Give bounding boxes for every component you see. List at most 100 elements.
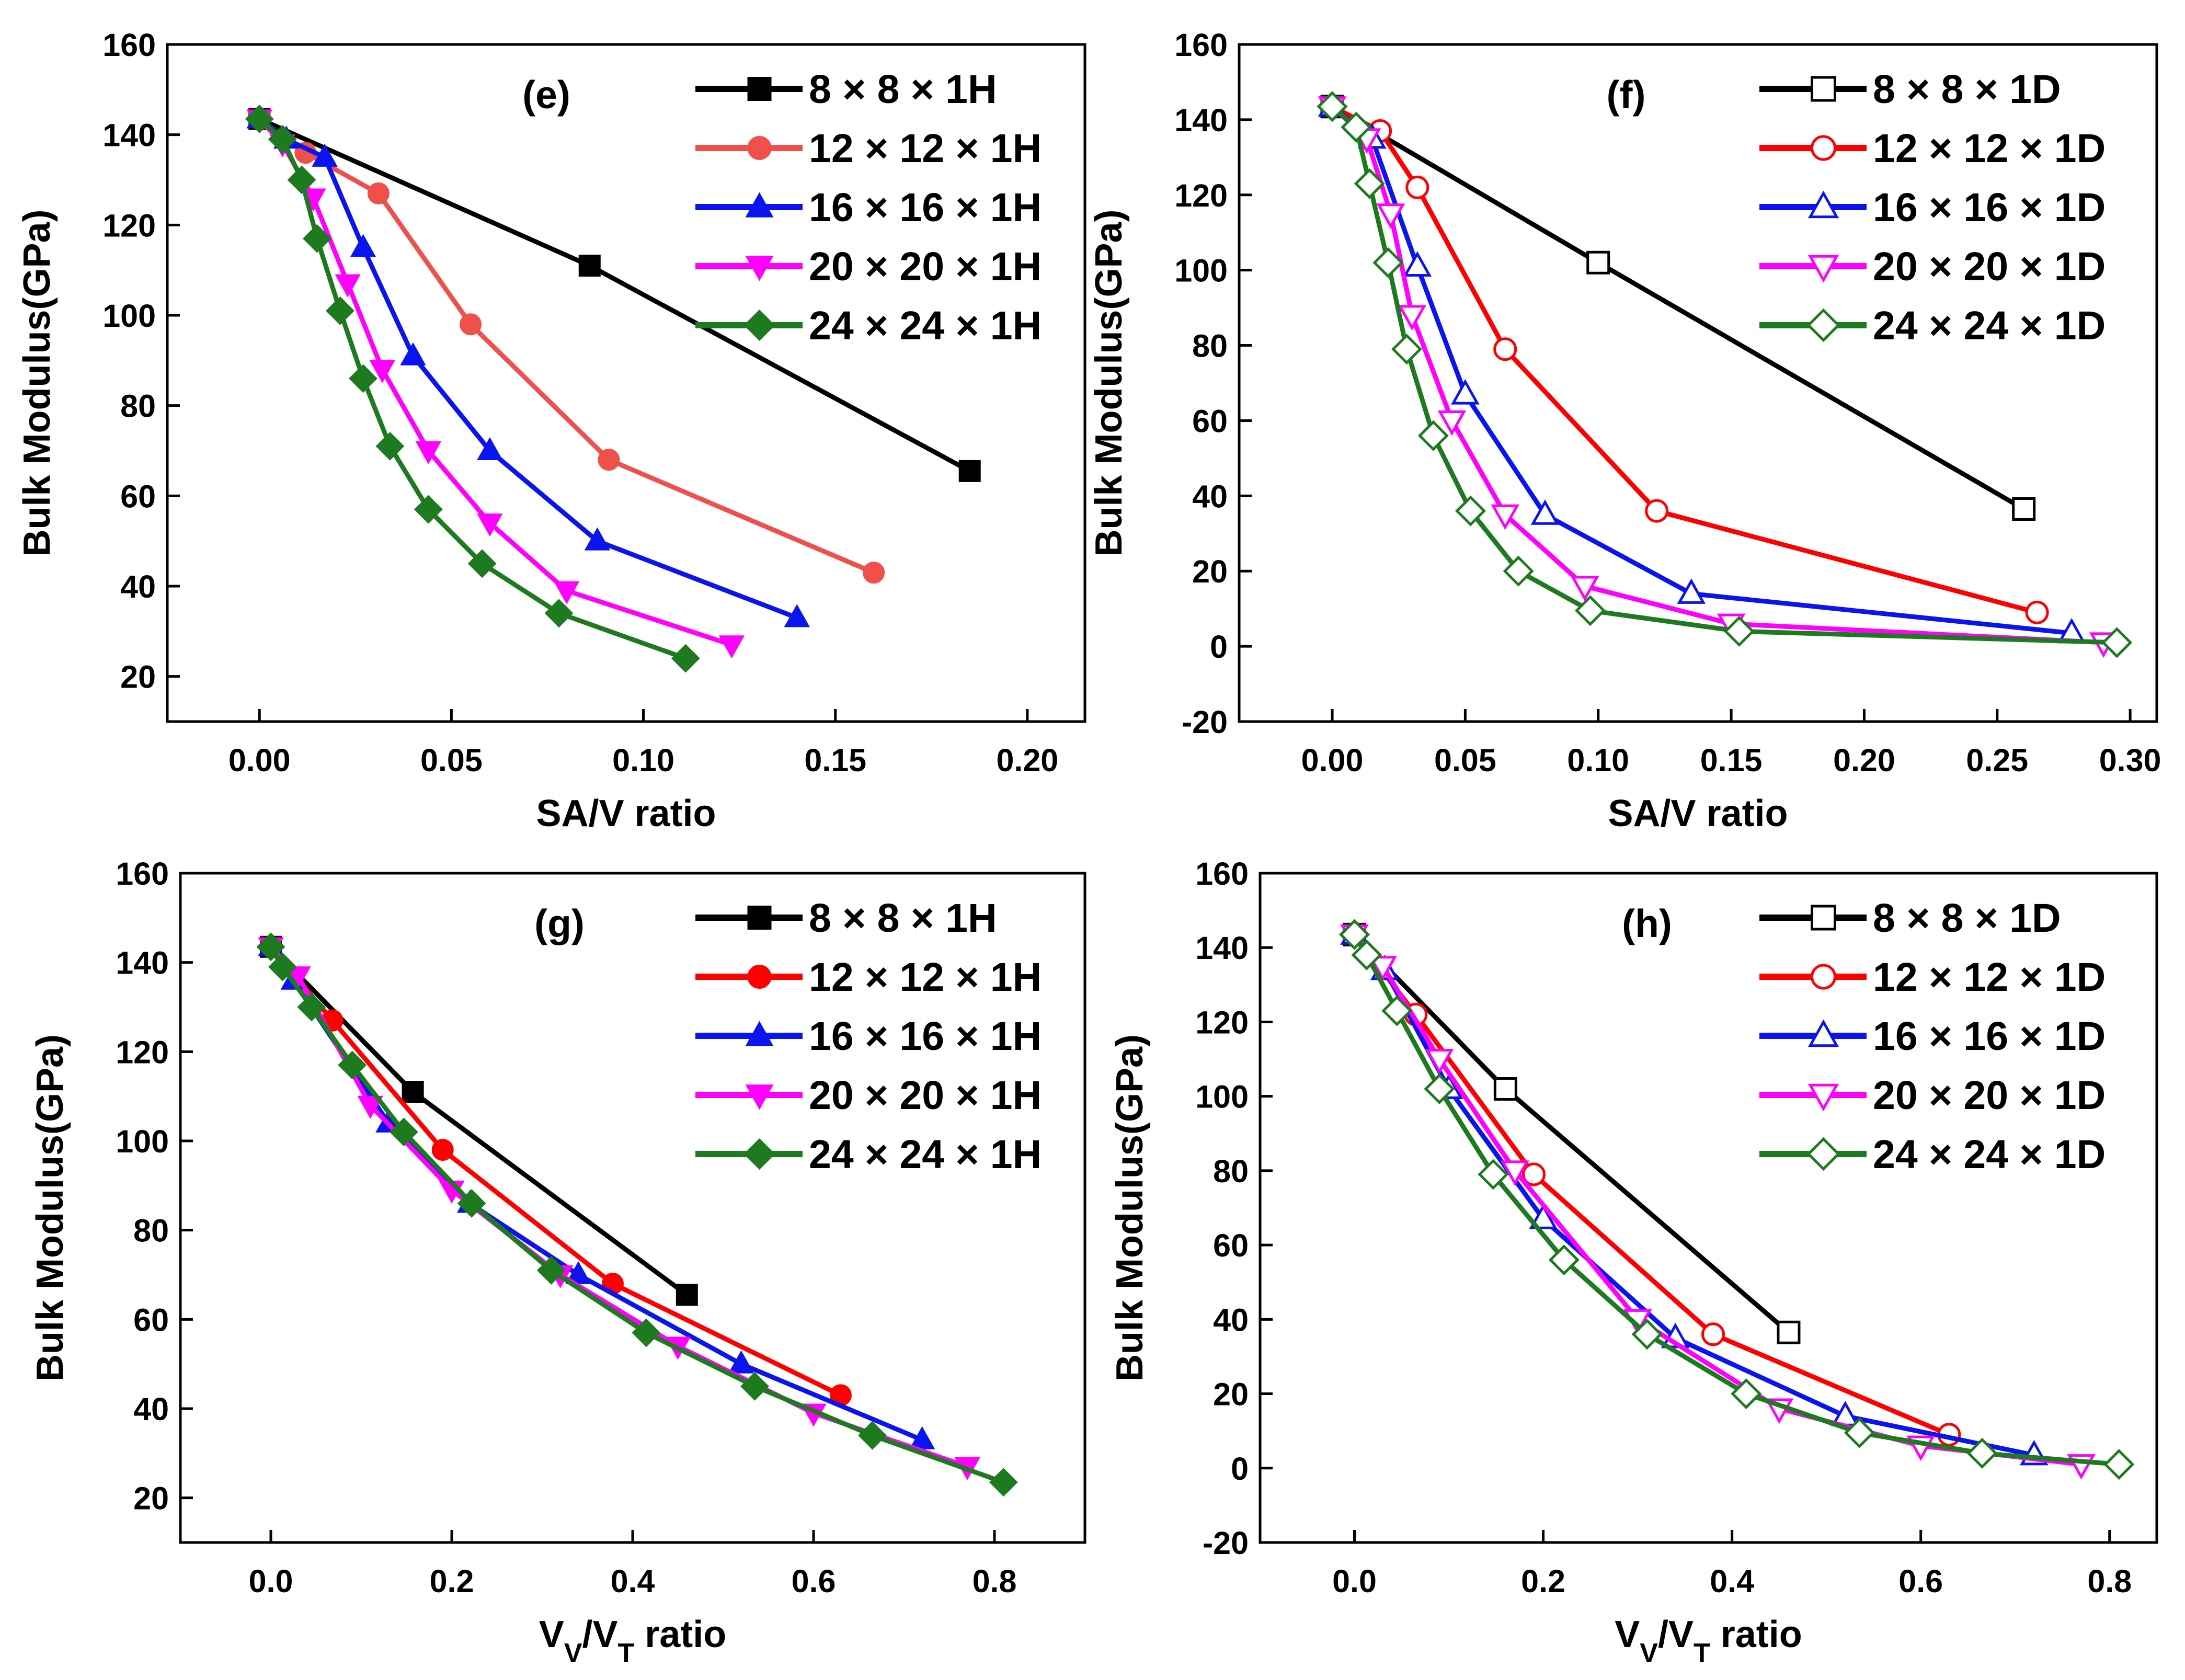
data-point: [2103, 1449, 2135, 1480]
y-tick-label: -20: [1203, 1525, 1249, 1561]
data-point: [740, 1372, 769, 1401]
data-point: [1723, 615, 1755, 647]
x-axis-title: SA/V ratio: [536, 793, 716, 835]
chart-panel-3: 0.0 0.2 0.4 0.6 0.8 -20 0 20 40 60 80 100 120 140 160 V…: [1109, 856, 2158, 1668]
data-point: [1501, 1160, 1529, 1186]
y-tick-label: 160: [102, 27, 156, 63]
legend-entry: 24 × 24 × 1D: [1759, 303, 2106, 348]
legend-label: 24 × 24 × 1H: [809, 303, 1042, 348]
data-point: [863, 562, 885, 584]
data-point: [1844, 1417, 1875, 1448]
data-point: [1493, 1077, 1517, 1101]
y-tick-label: 140: [102, 118, 156, 153]
legend-entry: 12 × 12 × 1H: [695, 126, 1042, 171]
data-point: [2012, 497, 2036, 521]
legend-marker: [747, 136, 772, 160]
data-point: [1368, 956, 1397, 981]
data-point: [1966, 1437, 1998, 1469]
legend-entry: 8 × 8 × 1H: [695, 67, 997, 112]
legend-label: 24 × 24 × 1D: [1873, 303, 2106, 348]
data-point: [676, 1284, 698, 1306]
data-point: [1586, 250, 1610, 275]
data-point: [1425, 1049, 1454, 1075]
legend-marker: [745, 192, 774, 218]
data-point: [989, 1468, 1018, 1497]
legend-entry: 16 × 16 × 1H: [695, 1014, 1042, 1059]
data-point: [1631, 1319, 1663, 1350]
y-tick-label: 20: [133, 1481, 169, 1516]
y-tick-label: 60: [1213, 1228, 1249, 1263]
series-4: [256, 932, 1018, 1497]
legend-marker: [1808, 1083, 1839, 1112]
legend-label: 20 × 20 × 1D: [1873, 244, 2106, 289]
data-point: [369, 360, 395, 383]
data-point: [1424, 1073, 1455, 1104]
x-tick-label: 0.4: [611, 1563, 655, 1599]
y-tick-label: 160: [1195, 856, 1249, 892]
y-tick-label: 20: [120, 659, 156, 695]
series-4: [245, 105, 700, 673]
legend-marker: [1811, 76, 1836, 102]
data-point: [414, 495, 443, 524]
data-point: [256, 932, 285, 962]
legend-entry: 20 × 20 × 1D: [1759, 244, 2106, 289]
data-point: [858, 1421, 887, 1450]
data-point: [335, 274, 361, 298]
data-point: [1339, 919, 1370, 950]
y-tick-label: 160: [1174, 27, 1228, 63]
x-tick-label: 0.05: [420, 742, 483, 778]
legend-entry: 12 × 12 × 1D: [1759, 955, 2106, 1000]
y-tick-label: 120: [1174, 178, 1228, 213]
data-point: [338, 1050, 367, 1080]
data-point: [312, 143, 338, 167]
y-axis-title: Bulk Modulus(GPa): [29, 1034, 71, 1381]
legend-entry: 12 × 12 × 1D: [1759, 126, 2106, 171]
chart-panel-2: 0.0 0.2 0.4 0.6 0.8 20 40 60 80 100 120 140 160 VV/VT…: [29, 856, 1086, 1668]
y-tick-label: 80: [1213, 1153, 1249, 1189]
legend-marker: [745, 256, 774, 281]
data-point: [400, 342, 426, 365]
plot-frame: [1238, 43, 2158, 723]
y-tick-label: 60: [120, 478, 156, 514]
series-4: [1339, 919, 2135, 1480]
x-tick-label: 0.0: [1332, 1563, 1377, 1599]
data-point: [1503, 555, 1534, 587]
legend-label: 8 × 8 × 1H: [809, 67, 997, 112]
data-point: [632, 1318, 661, 1347]
legend-label: 12 × 12 × 1H: [809, 955, 1042, 1000]
legend-marker: [1811, 135, 1836, 161]
data-point: [536, 1256, 566, 1285]
legend-entry: 8 × 8 × 1D: [1759, 67, 2061, 112]
legend-entry: 16 × 16 × 1D: [1759, 1014, 2106, 1059]
data-point: [302, 224, 331, 253]
x-tick-label: 0.0: [249, 1563, 293, 1599]
data-point: [477, 513, 503, 537]
data-point: [245, 105, 274, 133]
data-point: [598, 449, 620, 471]
x-axis-title: SA/V ratio: [1608, 793, 1788, 835]
y-tick-label: 80: [120, 388, 156, 424]
legend-entry: 16 × 16 × 1H: [695, 185, 1042, 230]
legend-entry: 20 × 20 × 1H: [695, 244, 1042, 289]
y-tick-label: 100: [1174, 253, 1228, 289]
y-axis-title: Bulk Modulus(GPa): [1109, 1034, 1151, 1381]
data-point: [402, 1081, 424, 1103]
y-tick-label: 140: [1174, 102, 1228, 138]
y-tick-label: 80: [1192, 328, 1228, 364]
x-tick-label: 0.20: [1833, 742, 1895, 778]
data-point: [1372, 247, 1404, 278]
y-tick-label: 80: [133, 1213, 169, 1249]
x-tick-label: 0.25: [1966, 742, 2028, 778]
y-tick-label: 0: [1210, 629, 1228, 665]
data-point: [297, 992, 326, 1022]
data-point: [671, 644, 700, 673]
legend-entry: 8 × 8 × 1D: [1759, 896, 2061, 941]
data-point: [1351, 939, 1382, 970]
data-point: [1491, 504, 1519, 530]
legend-label: 12 × 12 × 1D: [1873, 126, 2106, 171]
y-tick-label: 140: [116, 945, 169, 981]
legend-entry: 16 × 16 × 1D: [1759, 185, 2106, 230]
legend-label: 16 × 16 × 1D: [1873, 185, 2106, 230]
data-point: [1571, 576, 1599, 602]
